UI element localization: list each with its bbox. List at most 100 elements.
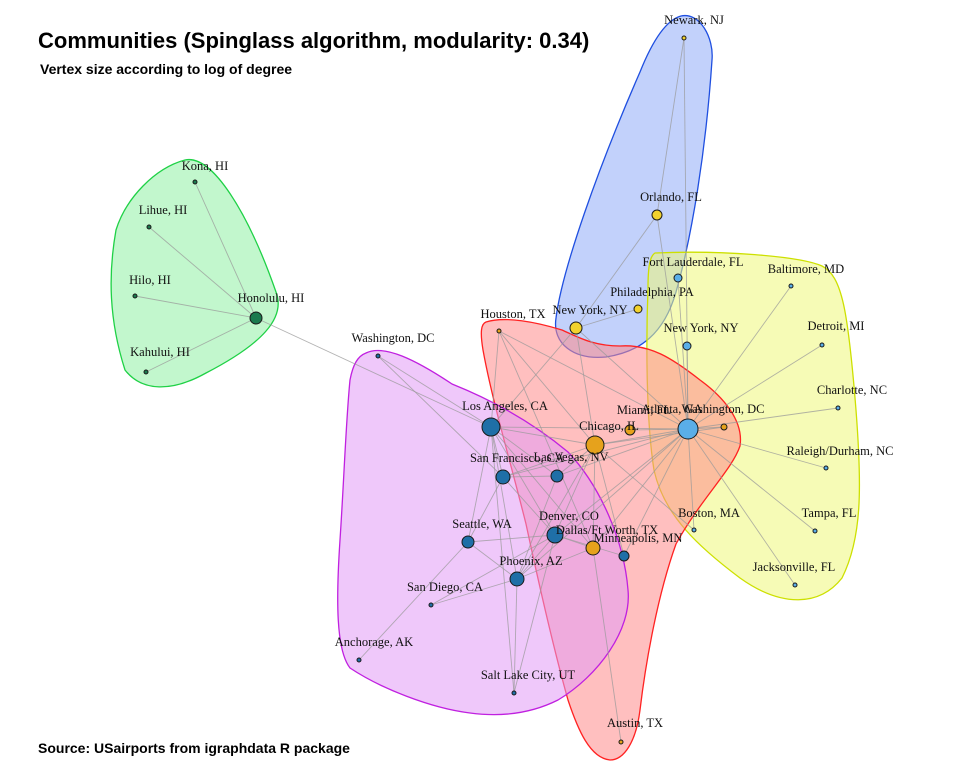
node-tampa [812, 528, 818, 534]
edge-atlanta-denver [554, 428, 689, 536]
edge-atlanta-nyc_blue [686, 345, 689, 430]
edge-losangeles-denver [490, 426, 556, 536]
node-label-tampa: Tampa, FL [802, 506, 857, 520]
edge-houston-dallas [498, 330, 594, 549]
node-baltimore [788, 283, 794, 289]
edge-honolulu-kona [194, 181, 257, 319]
edge-sandiego-denver [430, 534, 556, 606]
node-jacksonville [792, 582, 798, 588]
community-hulls [110, 15, 861, 761]
node-label-dallas: Dallas/Ft Worth, TX [556, 523, 658, 537]
node-detroit [819, 342, 825, 348]
node-honolulu [249, 311, 263, 325]
node-label-honolulu: Honolulu, HI [238, 291, 305, 305]
node-seattle [461, 535, 475, 549]
edge-phoenix-saltlake [513, 578, 518, 694]
edge-honolulu-lihue [148, 226, 257, 319]
node-kahului [143, 369, 149, 375]
node-orlando [651, 209, 663, 221]
edge-atlanta-lasvegas [556, 428, 689, 477]
node-label-baltimore: Baltimore, MD [768, 262, 844, 276]
edge-chicago-washington_east [594, 426, 725, 446]
node-fortlauderdale [673, 273, 683, 283]
edge-fortlauderdale-atlanta [677, 277, 689, 430]
edge-nyc_yellow-atlanta [575, 327, 689, 430]
edge-sanfrancisco-seattle [467, 476, 504, 543]
edge-atlanta-losangeles [490, 426, 689, 430]
edge-atlanta-detroit [687, 344, 823, 430]
node-charlotte [835, 405, 841, 411]
node-dallas [585, 540, 601, 556]
edge-chicago-dallas [592, 444, 596, 549]
node-label-lasvegas: Las Vegas, NV [533, 450, 608, 464]
edge-saltlake-losangeles [490, 426, 515, 694]
edge-lasvegas-phoenix [516, 475, 558, 580]
edge-chicago-phoenix [516, 444, 596, 580]
edge-chicago-boston [594, 444, 695, 531]
edge-atlanta-houston [498, 330, 689, 430]
edge-denver-phoenix [516, 534, 556, 580]
edge-phoenix-sandiego [430, 578, 518, 606]
community-hull-west [337, 349, 629, 716]
node-label-sandiego: San Diego, CA [407, 580, 483, 594]
node-washington_west [375, 353, 381, 359]
edge-washington_west-losangeles [377, 355, 492, 428]
edge-honolulu-losangeles [255, 317, 492, 428]
edge-dallas-losangeles [490, 426, 594, 549]
edge-atlanta-jacksonville [687, 428, 796, 586]
edge-chicago-sanfrancisco [502, 444, 596, 478]
node-saltlake [511, 690, 517, 696]
node-kona [192, 179, 198, 185]
community-hull-hawaii [110, 159, 279, 388]
edge-layer [134, 37, 839, 743]
edge-atlanta-boston [687, 428, 695, 531]
edge-orlando-nyc_yellow [575, 214, 658, 329]
node-label-saltlake: Salt Lake City, UT [481, 668, 576, 682]
edge-atlanta-chicago [594, 428, 689, 446]
node-label-sanfrancisco: San Francisco, CA [470, 451, 564, 465]
edge-dallas-austin [592, 547, 622, 743]
edge-atlanta-dallas [592, 428, 689, 549]
edge-chicago-denver [554, 444, 596, 536]
edge-atlanta-minneapolis [623, 428, 689, 557]
edge-atlanta-tampa [687, 428, 816, 532]
node-chicago [585, 435, 605, 455]
node-label-atlanta: Atlanta, GA [641, 402, 702, 416]
edge-atlanta-phoenix [516, 428, 689, 580]
node-nyc_blue [682, 341, 692, 351]
node-label-orlando: Orlando, FL [640, 190, 702, 204]
node-raleigh [823, 465, 829, 471]
edge-losangeles-lasvegas [490, 426, 558, 477]
node-label-phoenix: Phoenix, AZ [499, 554, 562, 568]
node-label-denver: Denver, CO [539, 509, 599, 523]
edge-nyc_yellow-chicago [575, 327, 596, 446]
edge-honolulu-kahului [145, 317, 257, 373]
node-label-losangeles: Los Angeles, CA [462, 399, 548, 413]
node-label-washington_east: Washington, DC [681, 402, 764, 416]
node-label-washington_west: Washington, DC [351, 331, 434, 345]
node-houston [496, 328, 502, 334]
label-layer: Kona, HI Lihue, HI Hilo, HI Honolulu, HI Kah… [129, 13, 893, 730]
node-denver [546, 526, 564, 544]
edge-chicago-minneapolis [594, 444, 625, 557]
edge-losangeles-seattle [467, 426, 492, 543]
node-washington_east [720, 423, 728, 431]
edge-houston-losangeles [490, 330, 500, 428]
edge-philadelphia-nyc_yellow [575, 308, 639, 329]
edge-washington_west-sanfrancisco [377, 355, 504, 478]
node-label-houston: Houston, TX [480, 307, 545, 321]
node-austin [618, 739, 624, 745]
node-anchorage [356, 657, 362, 663]
edge-sanfrancisco-denver [502, 476, 556, 536]
node-label-nyc_yellow: New York, NY [552, 303, 627, 317]
edge-nyc_yellow-losangeles [490, 327, 577, 428]
node-label-boston: Boston, MA [678, 506, 740, 520]
node-miami [624, 424, 636, 436]
edge-seattle-phoenix [467, 541, 518, 580]
edge-atlanta-raleigh [687, 428, 827, 469]
node-atlanta [677, 418, 699, 440]
page-title: Communities (Spinglass algorithm, modula… [38, 28, 590, 53]
edge-chicago-losangeles [490, 426, 596, 446]
edge-sanfrancisco-lasvegas [502, 475, 558, 478]
